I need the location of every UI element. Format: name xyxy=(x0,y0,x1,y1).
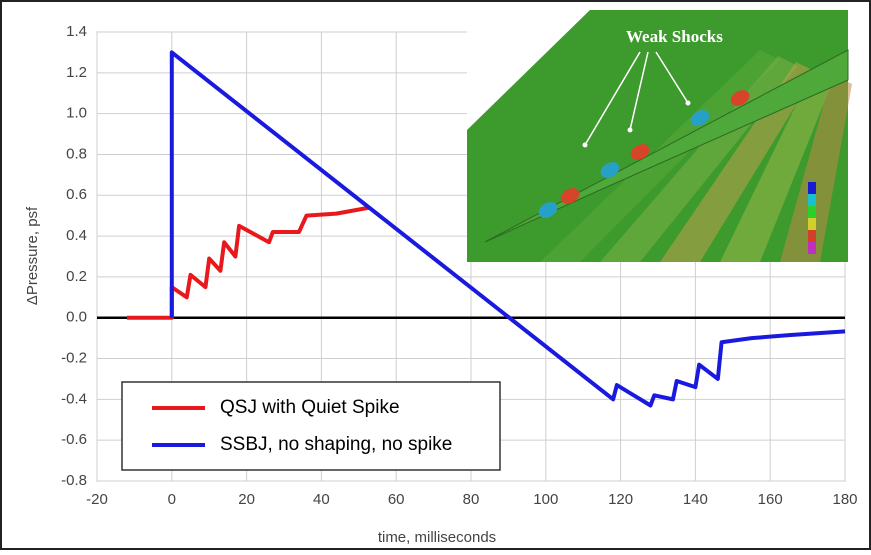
x-tick-label: 180 xyxy=(832,491,857,508)
y-tick-label: -0.2 xyxy=(61,350,87,367)
legend-box xyxy=(121,381,501,471)
inset-image: Weak Shocks xyxy=(467,10,852,262)
y-tick-label: 0.8 xyxy=(66,145,87,162)
y-tick-label: -0.6 xyxy=(61,431,87,448)
shock-node xyxy=(538,202,558,218)
legend-label: QSJ with Quiet Spike xyxy=(220,397,400,418)
y-tick-label: 1.4 xyxy=(66,23,87,40)
y-tick-label: 0.4 xyxy=(66,227,87,244)
shock-band xyxy=(720,68,834,262)
x-tick-label: 40 xyxy=(313,491,330,508)
y-tick-label: -0.4 xyxy=(61,390,87,407)
x-tick-label: 120 xyxy=(608,491,633,508)
arrow-head xyxy=(685,100,691,106)
x-tick-label: 100 xyxy=(533,491,558,508)
y-axis-label: ΔPressure, psf xyxy=(24,206,41,305)
shock-node xyxy=(690,110,710,126)
shock-band xyxy=(780,74,852,262)
shock-node xyxy=(630,144,650,160)
y-tick-label: 1.2 xyxy=(66,64,87,81)
colorbar-step xyxy=(808,194,816,206)
x-tick-label: 60 xyxy=(388,491,405,508)
legend-label: SSBJ, no shaping, no spike xyxy=(220,434,452,455)
colorbar-step xyxy=(808,230,816,242)
arrow-head xyxy=(627,127,633,133)
legend: QSJ with Quiet Spike SSBJ, no shaping, no… xyxy=(121,381,501,471)
x-axis-label: time, milliseconds xyxy=(378,529,496,546)
annotation: Weak Shocks xyxy=(626,27,723,46)
shock-node xyxy=(600,162,620,178)
y-tick-label: 0.0 xyxy=(66,309,87,326)
shock-node xyxy=(730,90,750,106)
y-tick-label: -0.8 xyxy=(61,472,87,489)
arrow xyxy=(629,51,649,131)
colorbar-step xyxy=(808,182,816,194)
x-tick-label: 80 xyxy=(463,491,480,508)
y-tick-label: 1.0 xyxy=(66,105,87,122)
series-line xyxy=(126,205,371,320)
x-tick-label: 160 xyxy=(758,491,783,508)
arrow-head xyxy=(582,142,588,148)
series-line xyxy=(169,50,846,408)
arrow xyxy=(584,51,641,146)
shock-node xyxy=(560,188,580,204)
x-tick-label: 0 xyxy=(168,491,176,508)
colorbar-step xyxy=(808,218,816,230)
x-tick-label: 140 xyxy=(683,491,708,508)
x-tick-label: 20 xyxy=(238,491,255,508)
colorbar-step xyxy=(808,206,816,218)
y-tick-label: 0.2 xyxy=(66,268,87,285)
inset-corner xyxy=(467,10,590,130)
arrow xyxy=(655,51,689,104)
x-tick-label: -20 xyxy=(86,491,108,508)
colorbar-step xyxy=(808,242,816,254)
y-tick-label: 0.6 xyxy=(66,186,87,203)
